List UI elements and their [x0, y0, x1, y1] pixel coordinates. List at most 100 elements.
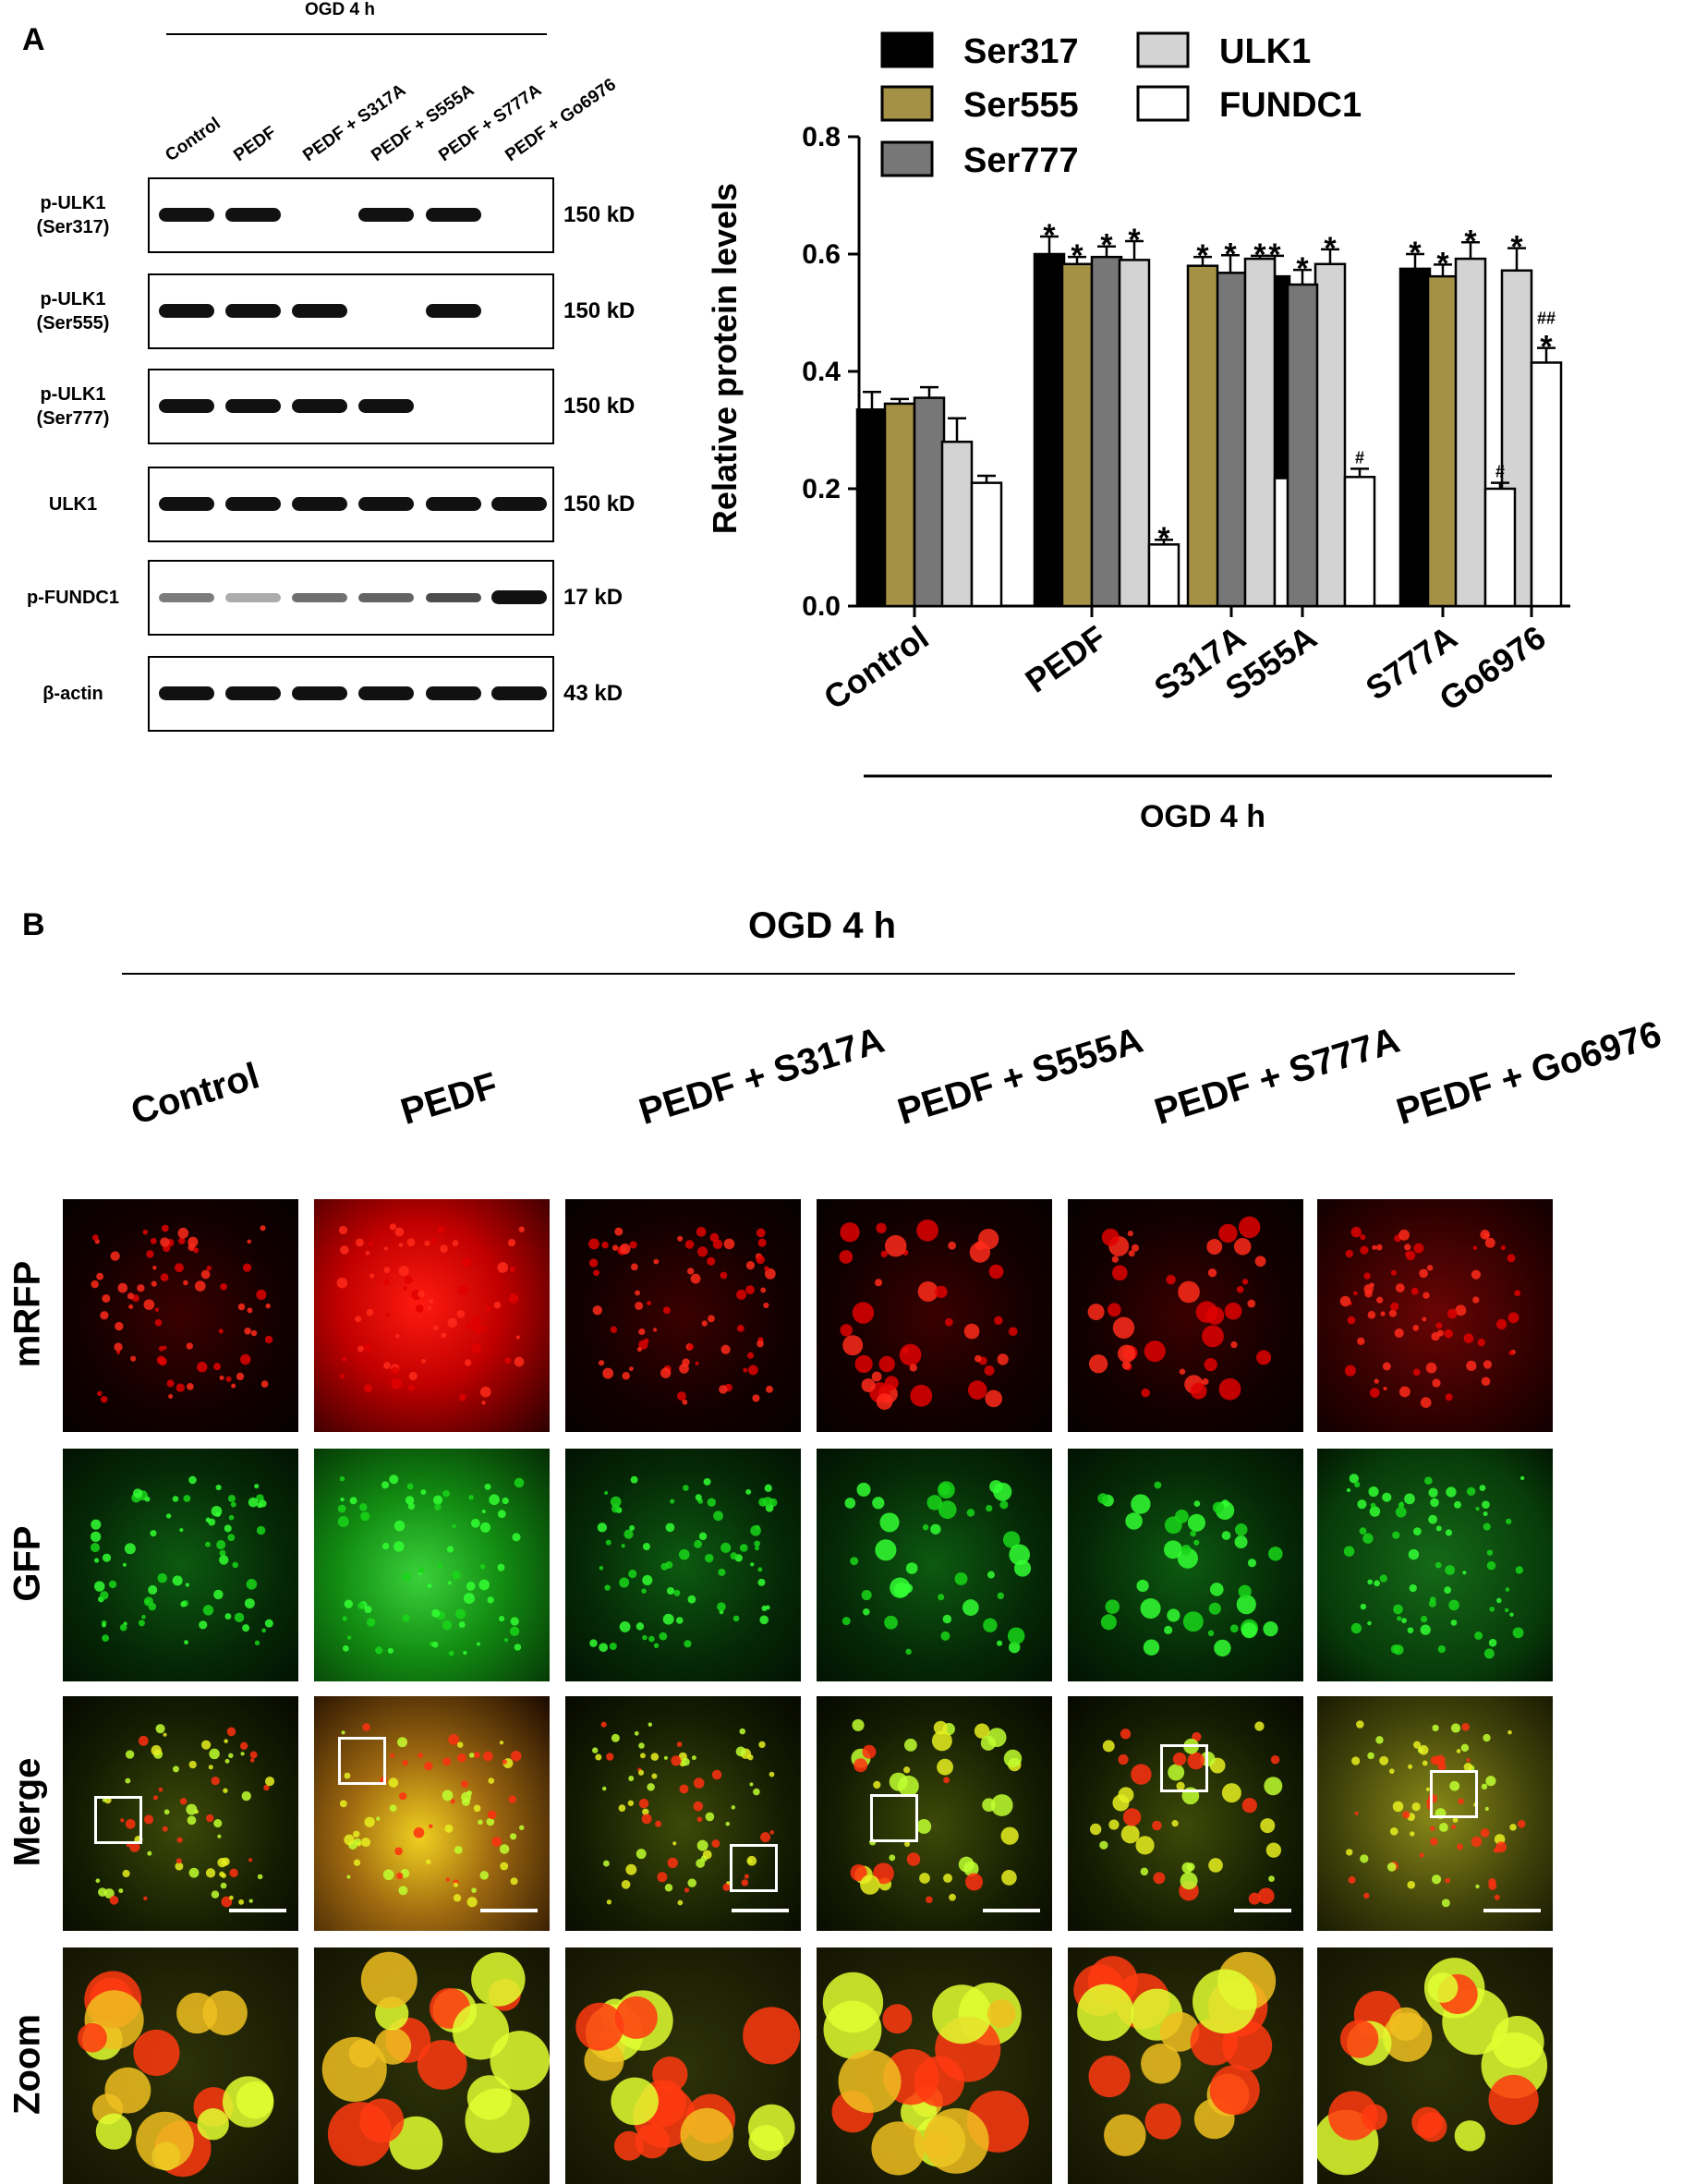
puncta-dot — [1495, 1318, 1507, 1330]
puncta-dot — [1247, 1299, 1256, 1308]
puncta-dot — [1089, 1823, 1102, 1836]
puncta-dot — [117, 1282, 128, 1293]
puncta-dot — [1430, 1755, 1440, 1765]
puncta-dot — [220, 1283, 227, 1291]
puncta-dot — [163, 1732, 167, 1737]
puncta-dot — [259, 1499, 267, 1508]
puncta-dot — [509, 1833, 517, 1840]
puncta-dot — [502, 1759, 507, 1765]
blot-kd-label: 150 kD — [563, 491, 636, 516]
lane-label: PEDF — [230, 122, 280, 166]
puncta-dot — [696, 1859, 706, 1868]
puncta-dot — [850, 1557, 859, 1566]
puncta-dot — [357, 1841, 362, 1847]
puncta-dot — [418, 1753, 424, 1758]
puncta-dot — [924, 2131, 952, 2160]
legend-label: ULK1 — [1219, 32, 1311, 71]
puncta-dot — [606, 1753, 614, 1761]
puncta-dot — [1163, 1540, 1182, 1559]
micrograph-gfp-4 — [1068, 1449, 1303, 1681]
puncta-dot — [503, 1637, 509, 1643]
puncta-dot — [1483, 1523, 1491, 1531]
micrograph-mrfp-5 — [1317, 1199, 1553, 1432]
puncta-dot — [1087, 1304, 1105, 1321]
puncta-dot — [254, 1640, 260, 1645]
puncta-dot — [240, 1353, 251, 1365]
puncta-dot — [741, 1879, 749, 1887]
puncta-dot — [239, 1741, 248, 1750]
blot-row-label: p-FUNDC1 — [4, 586, 142, 610]
puncta-dot — [1088, 1354, 1108, 1374]
puncta-dot — [185, 1583, 189, 1587]
puncta-dot — [636, 1622, 645, 1631]
puncta-dot — [473, 1752, 480, 1759]
puncta-dot — [1256, 1350, 1272, 1365]
puncta-dot — [408, 1384, 415, 1391]
puncta-dot — [442, 1489, 450, 1498]
puncta-dot — [682, 1757, 690, 1766]
puncta-dot — [1507, 1254, 1516, 1263]
puncta-dot — [874, 1279, 883, 1287]
puncta-dot — [396, 1872, 404, 1880]
puncta-dot — [497, 1510, 506, 1519]
significance-mark: * — [1436, 246, 1449, 281]
puncta-dot — [954, 1572, 968, 1585]
puncta-dot — [903, 1738, 917, 1752]
significance-mark: # — [1355, 448, 1364, 467]
puncta-dot — [470, 1315, 481, 1326]
puncta-dot — [999, 1500, 1009, 1510]
puncta-dot — [655, 1820, 662, 1827]
puncta-dot — [735, 1746, 746, 1757]
puncta-dot — [453, 1882, 459, 1887]
puncta-dot — [966, 1509, 975, 1517]
puncta-dot — [224, 1613, 232, 1620]
puncta-dot — [1422, 1292, 1430, 1299]
puncta-dot — [103, 1888, 115, 1899]
puncta-dot — [108, 1580, 117, 1589]
puncta-dot — [1437, 1644, 1446, 1654]
puncta-dot — [1136, 1579, 1149, 1593]
puncta-dot — [653, 1643, 660, 1649]
bar — [1426, 274, 1459, 608]
blot-row-label-line2: (Ser555) — [36, 313, 110, 334]
puncta-dot — [1376, 1296, 1384, 1304]
puncta-dot — [1488, 1638, 1497, 1647]
puncta-dot — [599, 1566, 604, 1571]
micrograph-gfp-3 — [817, 1449, 1052, 1681]
micrograph-puncta — [78, 1971, 274, 2178]
puncta-dot — [406, 1238, 416, 1247]
puncta-dot — [1007, 1627, 1025, 1644]
puncta-dot — [1484, 1237, 1495, 1248]
puncta-dot — [1357, 1499, 1367, 1510]
puncta-dot — [640, 1753, 646, 1759]
blot-band — [159, 497, 214, 511]
puncta-dot — [390, 1753, 395, 1758]
puncta-dot — [693, 1778, 705, 1789]
puncta-dot — [1379, 1755, 1389, 1765]
blot-row-label-line2: (Ser777) — [36, 408, 110, 429]
puncta-dot — [854, 1354, 873, 1374]
puncta-dot — [209, 1748, 220, 1760]
puncta-dot — [769, 1771, 775, 1778]
puncta-dot — [750, 1525, 761, 1536]
significance-mark: * — [1464, 224, 1477, 259]
puncta-dot — [1390, 1269, 1397, 1276]
puncta-dot — [1474, 1631, 1483, 1640]
puncta-dot — [604, 1490, 609, 1496]
y-tick-label: 0.6 — [802, 239, 841, 270]
puncta-dot — [1257, 1887, 1275, 1905]
blot-band — [159, 593, 214, 602]
puncta-dot — [1344, 1365, 1356, 1377]
puncta-dot — [176, 1837, 183, 1843]
puncta-dot — [1348, 1875, 1356, 1884]
puncta-dot — [1361, 2104, 1388, 2130]
puncta-dot — [1382, 1362, 1391, 1371]
puncta-dot — [420, 1489, 427, 1496]
puncta-dot — [100, 1311, 109, 1320]
legend-swatch — [880, 140, 934, 177]
puncta-dot — [642, 1634, 648, 1641]
puncta-dot — [256, 1289, 267, 1300]
puncta-dot — [180, 1601, 187, 1608]
puncta-dot — [647, 1301, 652, 1306]
puncta-dot — [1369, 1388, 1380, 1398]
